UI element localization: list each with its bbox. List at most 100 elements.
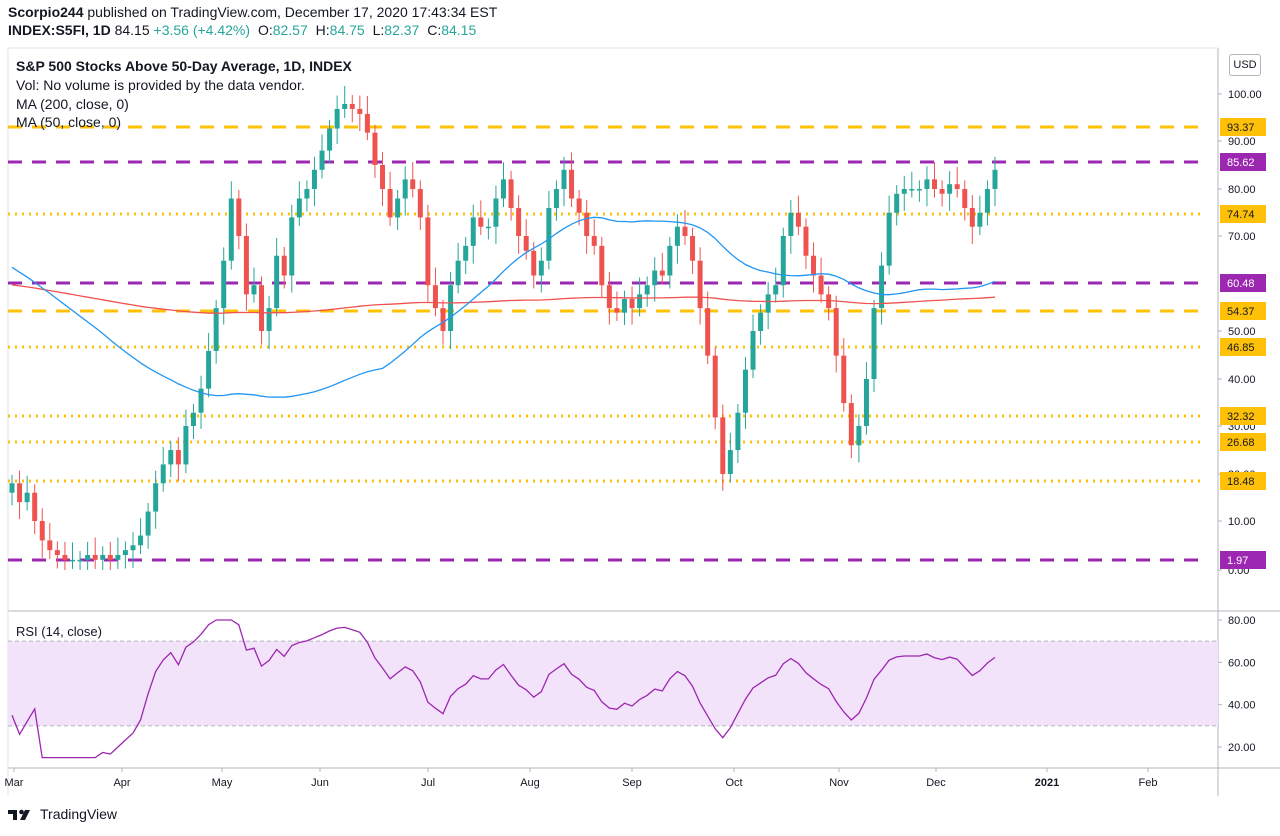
candle-body bbox=[742, 369, 748, 413]
candle-body bbox=[266, 308, 272, 331]
level-price-tag bbox=[1220, 433, 1266, 451]
time-tick-label: 2021 bbox=[1035, 777, 1059, 789]
time-tick-label: Feb bbox=[1139, 777, 1158, 789]
candle-body bbox=[281, 255, 287, 276]
candle-body bbox=[780, 236, 786, 286]
rsi-legend[interactable]: RSI (14, close) bbox=[16, 624, 102, 639]
candle-body bbox=[32, 492, 38, 521]
candle-body bbox=[92, 554, 98, 560]
candle-body bbox=[697, 260, 703, 309]
candle-body bbox=[380, 164, 386, 189]
level-price-tag bbox=[1220, 153, 1266, 171]
candle-body bbox=[432, 285, 438, 309]
candle-body bbox=[77, 559, 83, 562]
price-tick-label: 10.00 bbox=[1228, 516, 1256, 528]
candle-body bbox=[538, 260, 544, 276]
ma50-legend[interactable]: MA (50, close, 0) bbox=[16, 114, 122, 130]
candle-body bbox=[455, 260, 461, 286]
level-price-tag bbox=[1220, 205, 1266, 223]
candle-body bbox=[107, 554, 113, 560]
candle-body bbox=[130, 545, 136, 551]
candle-body bbox=[85, 554, 91, 560]
time-tick-label: Dec bbox=[926, 777, 946, 789]
candle-body bbox=[916, 189, 922, 191]
candle-body bbox=[349, 103, 355, 109]
ma50-line bbox=[11, 216, 996, 398]
level-price-label: 18.48 bbox=[1227, 476, 1255, 488]
price-tick-label: 40.00 bbox=[1228, 374, 1256, 386]
candle-body bbox=[863, 379, 869, 426]
currency-button[interactable]: USD bbox=[1229, 54, 1261, 76]
candle-body bbox=[47, 540, 53, 551]
publish-info: Scorpio244 published on TradingView.com,… bbox=[8, 4, 497, 20]
candle-body bbox=[969, 208, 975, 227]
candle-body bbox=[463, 245, 469, 261]
candle-body bbox=[561, 169, 567, 189]
level-price-tag bbox=[1220, 551, 1266, 569]
candle-body bbox=[24, 492, 30, 503]
time-tick-label: Oct bbox=[725, 777, 742, 789]
rsi-band bbox=[8, 641, 1218, 726]
candle-body bbox=[553, 189, 559, 209]
high-value: 84.75 bbox=[329, 22, 365, 38]
candle-body bbox=[750, 331, 756, 370]
candle-body bbox=[894, 193, 900, 213]
level-price-label: 1.97 bbox=[1227, 555, 1248, 567]
tradingview-logo-icon bbox=[8, 809, 30, 820]
candle-body bbox=[485, 226, 491, 229]
level-price-label: 74.74 bbox=[1227, 209, 1255, 221]
level-price-label: 32.32 bbox=[1227, 411, 1255, 423]
rsi-tick-label: 20.00 bbox=[1228, 742, 1256, 754]
candle-body bbox=[584, 212, 590, 236]
level-price-label: 85.62 bbox=[1227, 157, 1255, 169]
candle-body bbox=[652, 270, 658, 286]
publisher-name[interactable]: Scorpio244 bbox=[8, 4, 84, 20]
candle-body bbox=[841, 355, 847, 404]
price-tick-label: 80.00 bbox=[1228, 184, 1256, 196]
candle-body bbox=[939, 189, 945, 194]
candle-body bbox=[470, 217, 476, 246]
low-label: L: bbox=[372, 22, 385, 38]
candle-body bbox=[727, 450, 733, 474]
open-value: 82.57 bbox=[272, 22, 308, 38]
candle-body bbox=[198, 388, 204, 413]
candle-body bbox=[546, 208, 552, 261]
candle-body bbox=[251, 285, 257, 295]
candle-body bbox=[190, 412, 196, 426]
candle-body bbox=[803, 226, 809, 256]
candle-body bbox=[425, 217, 431, 286]
volume-legend: Vol: No volume is provided by the data v… bbox=[16, 77, 305, 93]
candle-body bbox=[372, 132, 378, 165]
candle-body bbox=[659, 270, 665, 276]
time-tick-label: May bbox=[212, 777, 233, 789]
price-tick-label: 70.00 bbox=[1228, 231, 1256, 243]
candle-body bbox=[175, 450, 181, 465]
candle-body bbox=[145, 511, 151, 536]
candle-body bbox=[629, 298, 635, 309]
ma200-legend[interactable]: MA (200, close, 0) bbox=[16, 96, 129, 112]
candle-body bbox=[886, 212, 892, 266]
candle-body bbox=[501, 179, 506, 199]
open-label: O: bbox=[257, 22, 273, 38]
rsi-tick-label: 40.00 bbox=[1228, 700, 1256, 712]
candle-body bbox=[992, 169, 998, 189]
close-value: 84.15 bbox=[441, 22, 477, 38]
candle-body bbox=[62, 554, 68, 560]
candle-body bbox=[954, 184, 960, 189]
symbol-name[interactable]: INDEX:S5FI, 1D bbox=[8, 22, 111, 38]
candle-body bbox=[138, 535, 144, 546]
footer-brand[interactable]: TradingView bbox=[8, 806, 117, 822]
candle-body bbox=[977, 212, 983, 227]
candle-body bbox=[327, 128, 333, 151]
candle-body bbox=[644, 285, 650, 295]
candle-body bbox=[947, 184, 953, 194]
symbol-header: INDEX:S5FI, 1D 84.15 +3.56 (+4.42%) O:82… bbox=[8, 22, 476, 38]
candle-body bbox=[153, 483, 159, 512]
change-value: +3.56 (+4.42%) bbox=[153, 22, 251, 38]
candle-body bbox=[122, 550, 128, 555]
candle-body bbox=[311, 169, 317, 189]
candle-body bbox=[614, 308, 620, 313]
time-tick-label: Nov bbox=[829, 777, 849, 789]
level-price-tag bbox=[1220, 338, 1266, 356]
